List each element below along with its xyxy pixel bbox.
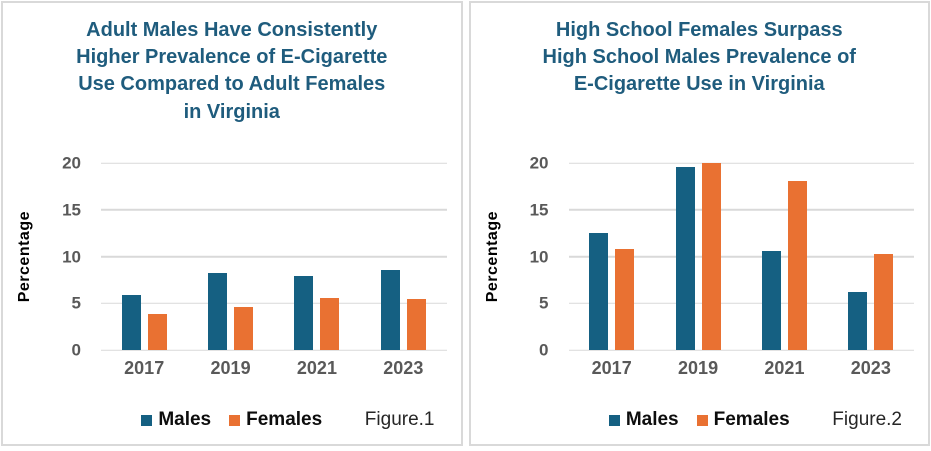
figure-label: Figure.1	[364, 409, 435, 430]
x-label-2019: 2019	[210, 358, 251, 378]
chart-card-high-school: High School Females Surpass High School …	[468, 1, 930, 446]
bar-males-2019	[208, 273, 228, 350]
bar-males-2017	[121, 294, 141, 350]
y-tick-10: 10	[62, 247, 81, 266]
bar-group-2019	[655, 163, 741, 350]
gridline-10	[568, 255, 914, 258]
legend-swatch-females	[229, 414, 241, 426]
legend-swatch-males	[141, 414, 153, 426]
gridline-20	[568, 162, 914, 164]
bar-group-2021	[274, 163, 360, 350]
bar-males-2023	[380, 269, 400, 350]
x-label-2021: 2021	[764, 358, 805, 378]
y-tick-0: 0	[71, 340, 81, 360]
legend-item-females: Females	[696, 409, 790, 431]
y-tick-0: 0	[539, 340, 549, 360]
y-tick-10: 10	[529, 247, 549, 266]
bar-females-2023	[406, 298, 426, 350]
bar-males-2021	[761, 250, 781, 350]
bar-group-2023	[360, 163, 446, 350]
legend-item-males: Males	[141, 409, 211, 431]
x-label-2023: 2023	[850, 358, 891, 378]
y-tick-5: 5	[539, 293, 549, 313]
bar-group-2017	[569, 163, 655, 350]
plot-area	[568, 162, 915, 351]
bar-females-2019	[701, 163, 721, 350]
bar-males-2019	[675, 166, 695, 350]
gridline-0	[101, 349, 447, 351]
legend: Males Females	[141, 409, 322, 431]
bar-group-2019	[187, 163, 273, 350]
chart-card-adult: Adult Males Have Consistently Higher Pre…	[1, 1, 463, 446]
legend-row: Males Females Figure.1	[3, 407, 461, 433]
gridline-5	[101, 302, 447, 304]
legend-label-males: Males	[158, 409, 212, 430]
y-tick-20: 20	[529, 153, 549, 173]
y-axis-label: Percentage	[483, 210, 501, 303]
y-tick-15: 15	[62, 200, 81, 220]
bar-group-2023	[828, 163, 914, 350]
x-label-2017: 2017	[591, 358, 632, 378]
gridline-0	[568, 349, 914, 351]
y-axis-label-column: Percentage	[3, 163, 47, 350]
x-axis-labels: 2017 2019 2021 2023	[569, 358, 915, 379]
y-axis-label-column: Percentage	[471, 163, 515, 350]
bar-females-2023	[874, 253, 894, 350]
chart-title: Adult Males Have Consistently Higher Pre…	[76, 19, 388, 123]
chart-title: High School Females Surpass High School …	[542, 19, 856, 96]
x-label-2023: 2023	[383, 358, 424, 378]
gridline-15	[101, 209, 447, 211]
bar-chart: Percentage 0 5 10 15 20	[3, 155, 461, 359]
y-axis-ticks: 0 5 10 15 20	[47, 155, 87, 359]
bars	[101, 163, 447, 350]
figure-label: Figure.2	[832, 409, 902, 430]
gridline-5	[568, 302, 914, 304]
bar-chart: Percentage 0 5 10 15 20	[471, 155, 929, 359]
bar-females-2019	[234, 307, 254, 350]
bar-group-2021	[741, 163, 827, 350]
legend-label-females: Females	[713, 409, 790, 430]
bars	[569, 163, 915, 350]
legend: Males Females	[608, 409, 790, 431]
x-label-2017: 2017	[124, 358, 165, 378]
y-axis-label: Percentage	[16, 210, 33, 303]
legend-row: Males Females Figure.2	[471, 407, 929, 433]
x-label-2019: 2019	[678, 358, 719, 378]
legend-item-males: Males	[608, 409, 679, 431]
legend-swatch-males	[608, 414, 620, 426]
bar-females-2021	[787, 180, 807, 350]
legend-item-females: Females	[229, 409, 322, 431]
y-tick-15: 15	[529, 200, 549, 220]
bar-males-2021	[294, 276, 314, 350]
bar-females-2021	[320, 297, 340, 350]
bar-females-2017	[147, 313, 167, 350]
plot-area	[101, 162, 447, 351]
x-axis-labels: 2017 2019 2021 2023	[101, 358, 447, 379]
y-tick-5: 5	[71, 293, 81, 313]
bar-males-2023	[848, 292, 868, 350]
gridline-10	[101, 255, 447, 258]
bar-group-2017	[101, 163, 187, 350]
y-axis-ticks: 0 5 10 15 20	[515, 155, 555, 359]
legend-label-females: Females	[246, 409, 323, 430]
bar-males-2017	[589, 233, 609, 350]
x-label-2021: 2021	[296, 358, 337, 378]
y-tick-20: 20	[62, 153, 81, 173]
chart-title-wrap: High School Females Surpass High School …	[471, 3, 929, 121]
gridline-15	[568, 209, 914, 211]
bar-females-2017	[615, 249, 635, 350]
legend-swatch-females	[696, 414, 708, 426]
gridline-20	[101, 162, 447, 164]
legend-label-males: Males	[625, 409, 679, 430]
chart-title-wrap: Adult Males Have Consistently Higher Pre…	[3, 3, 461, 123]
